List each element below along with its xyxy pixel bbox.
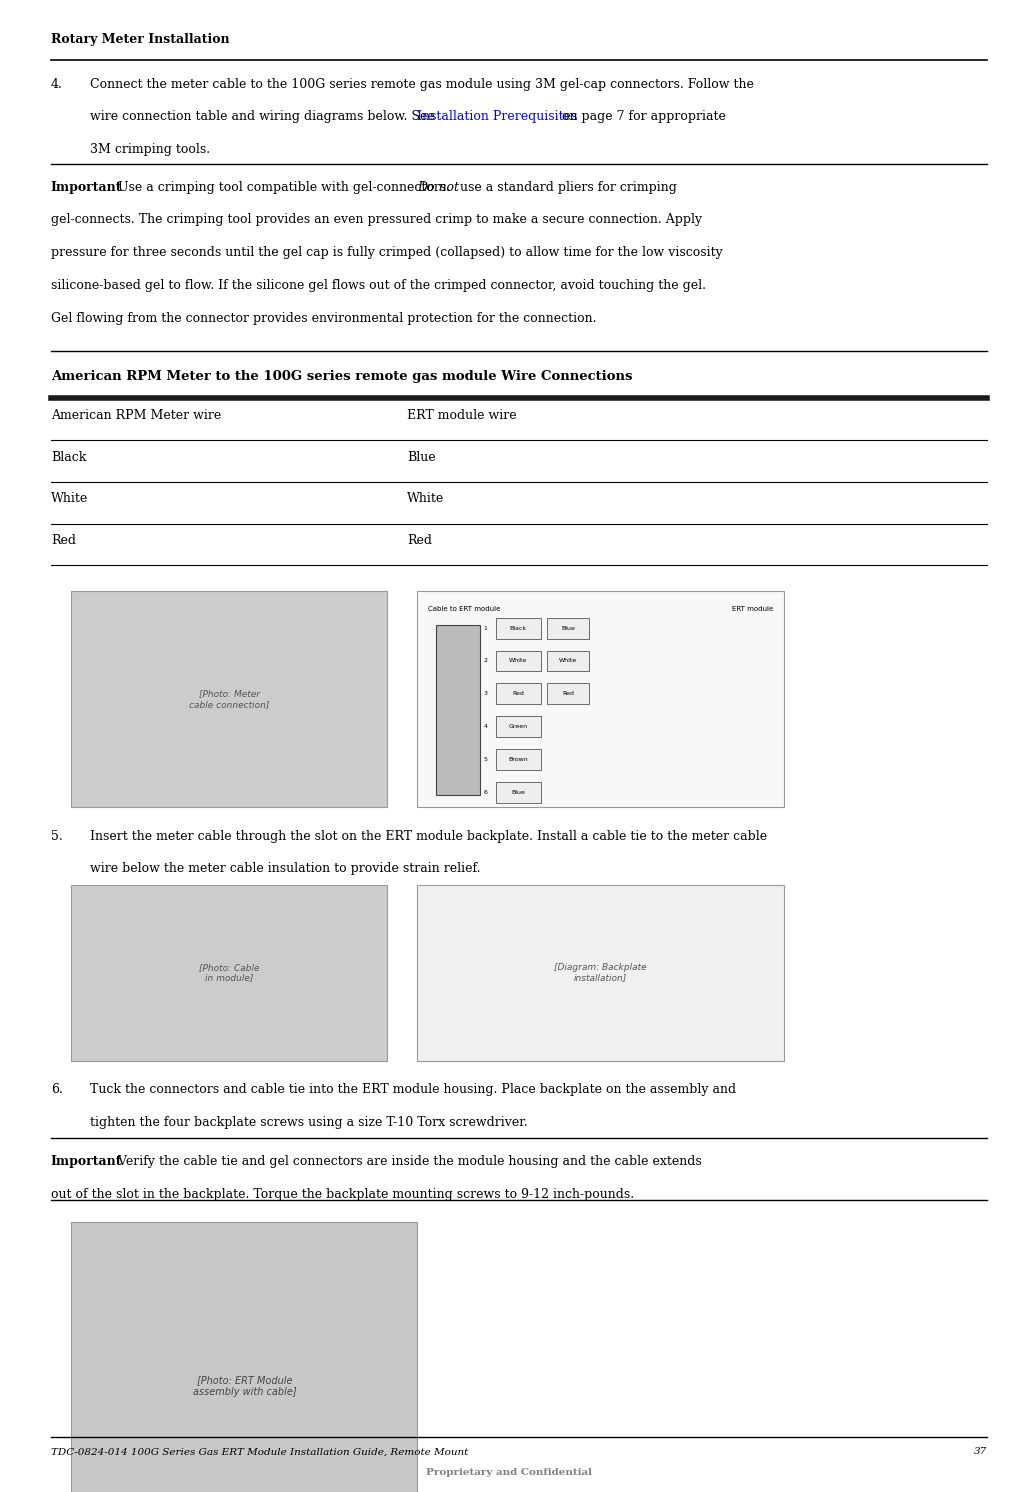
Text: White: White	[51, 492, 89, 506]
Text: wire connection table and wiring diagrams below. See: wire connection table and wiring diagram…	[90, 110, 439, 124]
Text: 6.: 6.	[51, 1083, 63, 1097]
Text: 2: 2	[484, 658, 488, 664]
Text: [Photo: ERT Module
assembly with cable]: [Photo: ERT Module assembly with cable]	[192, 1376, 296, 1397]
FancyBboxPatch shape	[71, 1222, 417, 1492]
Text: Do not: Do not	[417, 181, 459, 194]
Text: Gel flowing from the connector provides environmental protection for the connect: Gel flowing from the connector provides …	[51, 312, 597, 325]
Text: Connect the meter cable to the 100G series remote gas module using 3M gel-cap co: Connect the meter cable to the 100G seri…	[90, 78, 753, 91]
Text: Important: Important	[51, 181, 122, 194]
FancyBboxPatch shape	[71, 885, 387, 1061]
Text: wire below the meter cable insulation to provide strain relief.: wire below the meter cable insulation to…	[90, 862, 480, 876]
FancyBboxPatch shape	[547, 651, 589, 671]
Text: pressure for three seconds until the gel cap is fully crimped (collapsed) to all: pressure for three seconds until the gel…	[51, 246, 723, 260]
Text: 5.: 5.	[51, 830, 63, 843]
Text: White: White	[407, 492, 445, 506]
Text: Black: Black	[510, 625, 526, 631]
FancyBboxPatch shape	[496, 683, 541, 704]
Text: 6: 6	[484, 789, 488, 795]
Text: 3: 3	[484, 691, 488, 697]
Text: American RPM Meter to the 100G series remote gas module Wire Connections: American RPM Meter to the 100G series re…	[51, 370, 632, 383]
Text: silicone-based gel to flow. If the silicone gel flows out of the crimped connect: silicone-based gel to flow. If the silic…	[51, 279, 705, 292]
FancyBboxPatch shape	[547, 683, 589, 704]
FancyBboxPatch shape	[496, 618, 541, 639]
Text: out of the slot in the backplate. Torque the backplate mounting screws to 9-12 i: out of the slot in the backplate. Torque…	[51, 1188, 634, 1201]
Text: tighten the four backplate screws using a size T-10 Torx screwdriver.: tighten the four backplate screws using …	[90, 1116, 527, 1129]
Text: Important: Important	[51, 1155, 122, 1168]
Text: Blue: Blue	[511, 789, 525, 795]
FancyBboxPatch shape	[496, 651, 541, 671]
Text: Black: Black	[51, 451, 87, 464]
Text: [Photo: Cable
in module]: [Photo: Cable in module]	[199, 962, 260, 983]
FancyBboxPatch shape	[436, 625, 480, 795]
Text: 5: 5	[484, 756, 488, 762]
Text: Red: Red	[512, 691, 524, 697]
Text: Tuck the connectors and cable tie into the ERT module housing. Place backplate o: Tuck the connectors and cable tie into t…	[90, 1083, 736, 1097]
Text: use a standard pliers for crimping: use a standard pliers for crimping	[456, 181, 677, 194]
Text: TDC-0824-014 100G Series Gas ERT Module Installation Guide, Remote Mount: TDC-0824-014 100G Series Gas ERT Module …	[51, 1447, 468, 1456]
Text: 1: 1	[484, 625, 488, 631]
Text: [Photo: Meter
cable connection]: [Photo: Meter cable connection]	[189, 689, 269, 709]
Text: 4.: 4.	[51, 78, 63, 91]
Text: Red: Red	[407, 534, 433, 548]
Text: Cable to ERT module: Cable to ERT module	[428, 606, 500, 612]
Text: American RPM Meter wire: American RPM Meter wire	[51, 409, 221, 422]
Text: 3M crimping tools.: 3M crimping tools.	[90, 143, 210, 157]
Text: gel-connects. The crimping tool provides an even pressured crimp to make a secur: gel-connects. The crimping tool provides…	[51, 213, 702, 227]
Text: on page 7 for appropriate: on page 7 for appropriate	[558, 110, 726, 124]
Text: Installation Prerequisites: Installation Prerequisites	[417, 110, 578, 124]
FancyBboxPatch shape	[496, 782, 541, 803]
Text: 37: 37	[974, 1447, 987, 1456]
FancyBboxPatch shape	[417, 591, 784, 807]
FancyBboxPatch shape	[496, 749, 541, 770]
Text: Green: Green	[509, 724, 527, 730]
Text: White: White	[559, 658, 577, 664]
Text: Blue: Blue	[407, 451, 436, 464]
Text: Use a crimping tool compatible with gel-connectors.: Use a crimping tool compatible with gel-…	[110, 181, 454, 194]
Text: ERT module wire: ERT module wire	[407, 409, 517, 422]
Text: White: White	[509, 658, 527, 664]
FancyBboxPatch shape	[417, 885, 784, 1061]
Text: ERT module: ERT module	[732, 606, 774, 612]
Text: Brown: Brown	[508, 756, 528, 762]
Text: Red: Red	[51, 534, 76, 548]
Text: Verify the cable tie and gel connectors are inside the module housing and the ca: Verify the cable tie and gel connectors …	[110, 1155, 701, 1168]
FancyBboxPatch shape	[547, 618, 589, 639]
Text: Insert the meter cable through the slot on the ERT module backplate. Install a c: Insert the meter cable through the slot …	[90, 830, 767, 843]
Text: Rotary Meter Installation: Rotary Meter Installation	[51, 33, 229, 46]
Text: Red: Red	[562, 691, 574, 697]
Text: Blue: Blue	[561, 625, 575, 631]
Text: [Diagram: Backplate
installation]: [Diagram: Backplate installation]	[555, 962, 646, 983]
FancyBboxPatch shape	[71, 591, 387, 807]
Text: Proprietary and Confidential: Proprietary and Confidential	[426, 1468, 592, 1477]
Text: 4: 4	[484, 724, 488, 730]
FancyBboxPatch shape	[496, 716, 541, 737]
